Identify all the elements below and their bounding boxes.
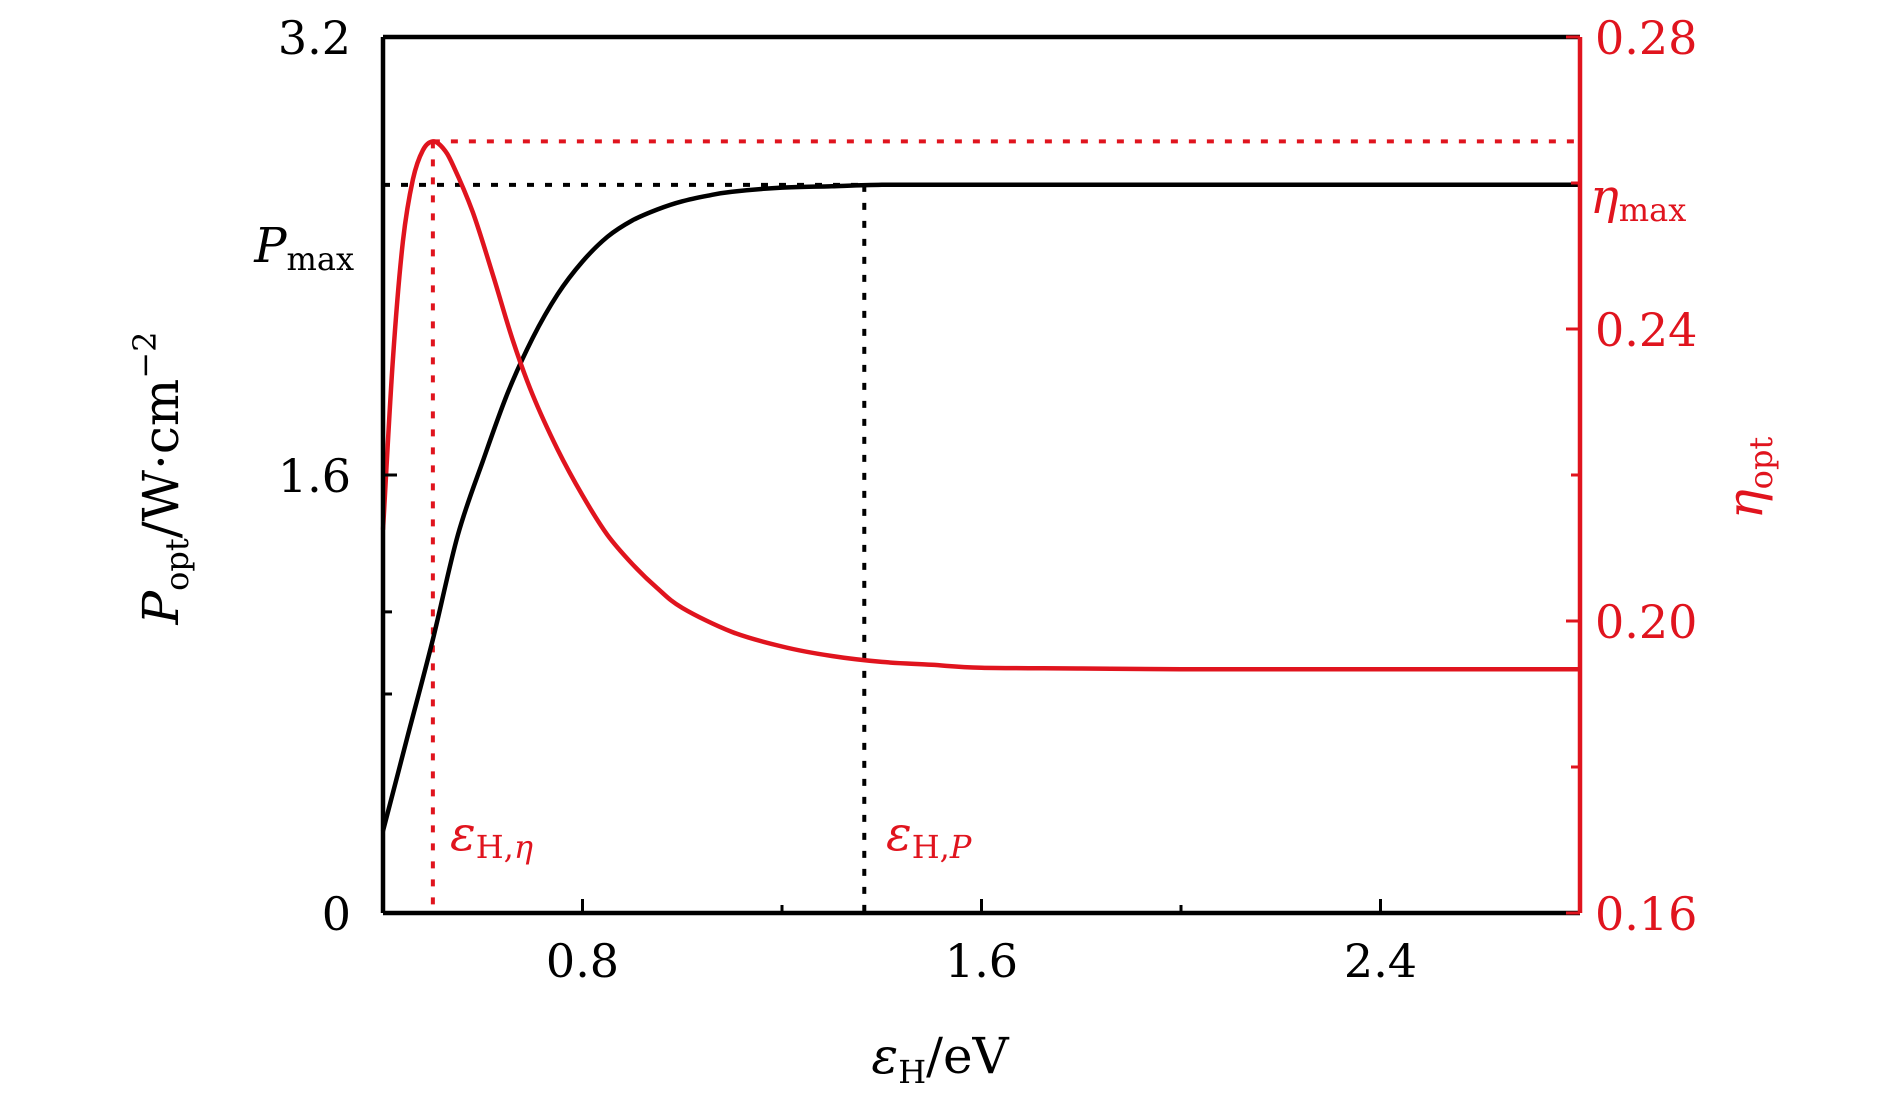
annotation-eta-max-var: η — [1590, 169, 1619, 225]
y-right-tick-label: 0.20 — [1595, 595, 1697, 649]
y-right-tick-label: 0.16 — [1595, 887, 1697, 941]
annotation-eps-h-p: εH,P — [886, 806, 972, 866]
x-tick-label: 2.4 — [1344, 934, 1417, 988]
annotation-p-max-sub: max — [287, 240, 354, 278]
p-opt-curve — [380, 182, 1580, 832]
y-left-tick-label: 3.2 — [278, 11, 351, 65]
x-axis-label: εH/eV — [871, 1027, 1009, 1091]
y-left-axis-label-sub: opt — [158, 538, 196, 591]
x-tick-label: 1.6 — [945, 934, 1018, 988]
y-right-tick-label: 0.28 — [1595, 11, 1697, 65]
annotation-eps-h-eta-var: ε — [450, 806, 476, 862]
y-right-axis-label-sub: opt — [1742, 437, 1780, 490]
annotation-eps-h-eta: εH,η — [450, 806, 533, 866]
x-tick-labels: 0.8 1.6 2.4 — [546, 934, 1417, 988]
y-right-tick-labels: 0.16 0.20 0.24 0.28 — [1595, 11, 1697, 941]
annotation-eps-h-p-sub-italic: P — [949, 828, 972, 866]
annotation-eps-h-p-sub: H, — [912, 828, 950, 866]
reference-lines — [383, 139, 1580, 913]
annotation-eps-h-eta-sub: H, — [476, 828, 514, 866]
annotation-eps-h-eta-sub-italic: η — [514, 828, 533, 866]
y-left-axis-label: Popt/W·cm−2 — [126, 332, 196, 626]
annotation-p-max-var: P — [253, 218, 287, 274]
x-axis-label-unit: /eV — [926, 1027, 1009, 1085]
annotation-eta-max: ηmax — [1590, 169, 1686, 229]
x-tick-label: 0.8 — [546, 934, 619, 988]
y-left-tick-label: 1.6 — [278, 449, 351, 503]
eta-opt-curve — [380, 139, 1580, 672]
x-axis-label-var: ε — [871, 1027, 898, 1085]
y-left-axis-label-unit: /W·cm — [132, 379, 190, 539]
y-left-tick-label: 0 — [322, 887, 351, 941]
y-right-axis-label: ηopt — [1716, 437, 1780, 520]
y-left-axis-label-var: P — [132, 589, 190, 625]
y-left-tick-labels: 0 1.6 3.2 — [278, 11, 351, 941]
series-layer — [380, 139, 1580, 832]
axes-layer — [380, 34, 1583, 916]
annotation-eta-max-sub: max — [1619, 191, 1686, 229]
y-left-axis-label-sup: −2 — [126, 332, 164, 379]
x-axis-label-sub: H — [898, 1053, 926, 1091]
y-right-tick-label: 0.24 — [1595, 303, 1697, 357]
annotation-eps-h-p-var: ε — [886, 806, 912, 862]
annotation-p-max: Pmax — [253, 218, 354, 278]
y-right-axis-label-var: η — [1716, 489, 1774, 519]
